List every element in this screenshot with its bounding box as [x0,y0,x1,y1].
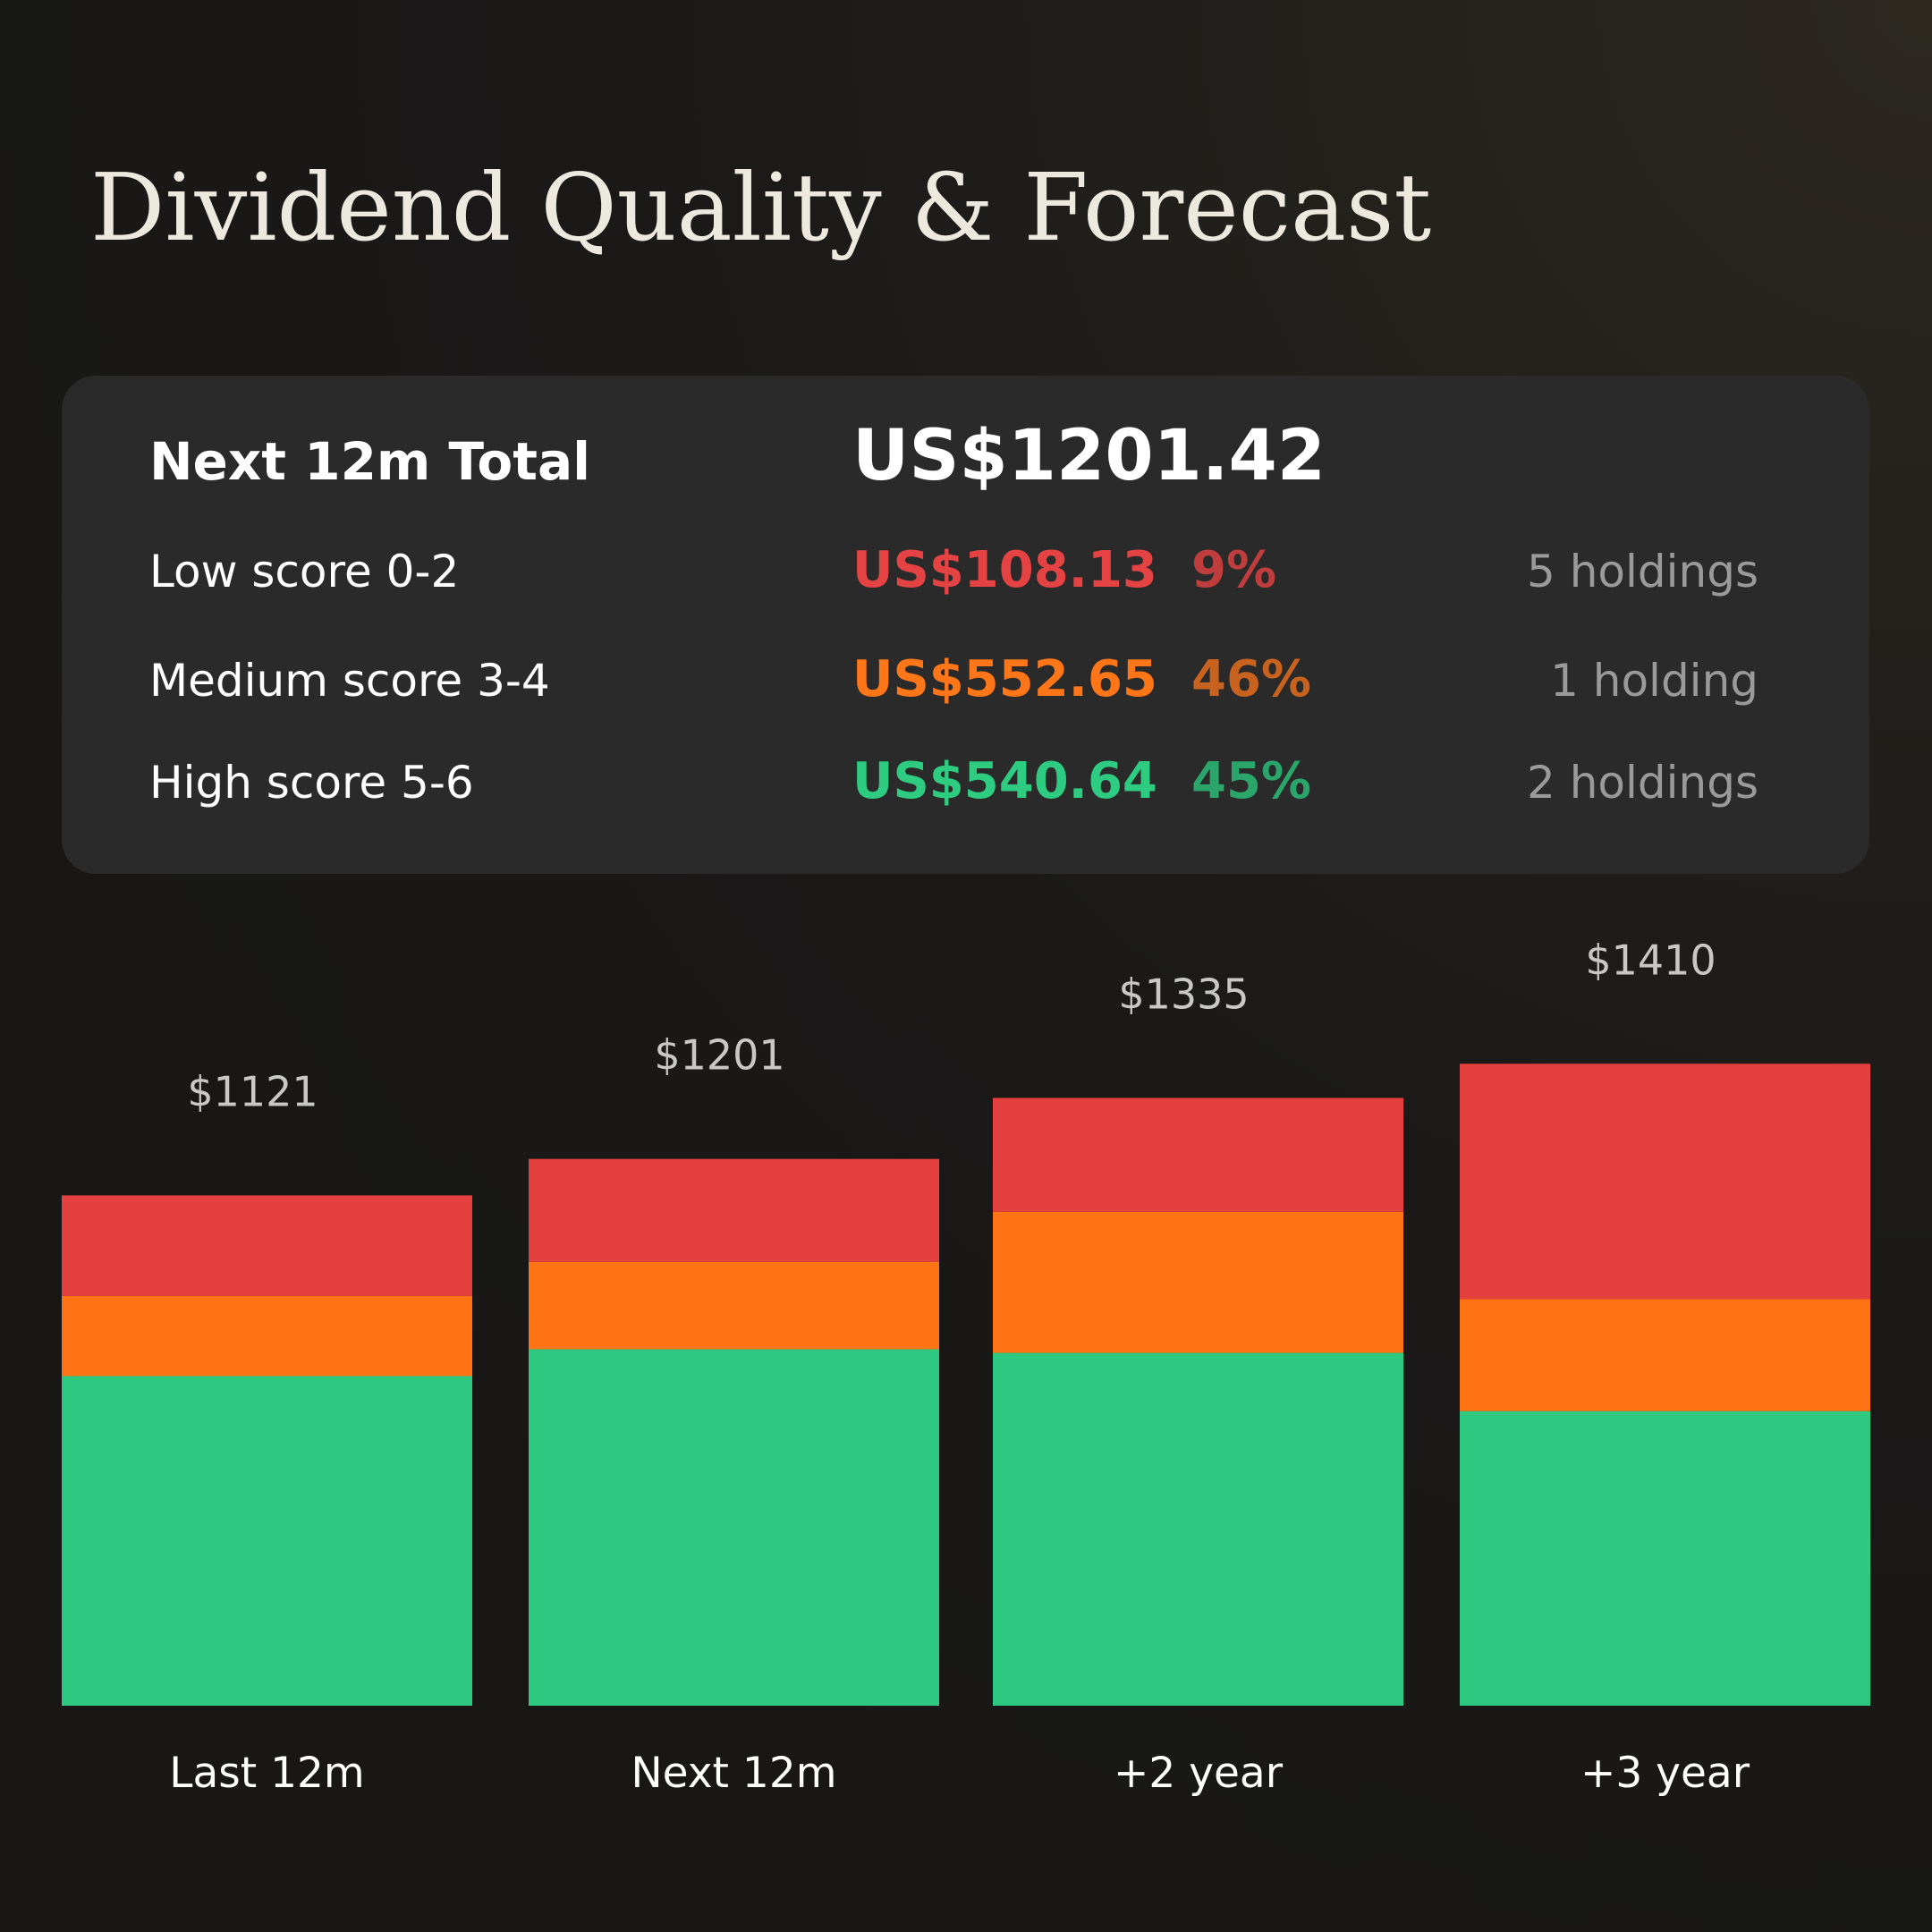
bar-segment [1460,1063,1870,1300]
bar-segment [993,1352,1403,1706]
bar-total-label: $1201 [654,1031,784,1080]
bar-segment [1460,1299,1870,1411]
bar-total-label: $1121 [187,1067,318,1115]
bar-segment [529,1261,939,1350]
row-label: Medium score 3-4 [149,655,550,707]
bar-segment [62,1195,472,1296]
bar-total-label: $1335 [1118,970,1249,1018]
row-amount: US$552.65 [852,650,1157,708]
bar-segment [62,1376,472,1706]
x-tick-label: +2 year [1114,1749,1284,1798]
row-amount: US$108.13 [852,541,1157,599]
summary-total: US$1201.42 [852,416,1326,496]
summary-title: Next 12m Total [149,431,590,492]
bar-segment [62,1295,472,1377]
summary-card [62,376,1869,874]
row-percent: 9% [1191,541,1276,599]
x-tick-label: Last 12m [169,1749,364,1798]
x-tick-label: Next 12m [631,1749,836,1798]
row-holdings: 5 holdings [1527,546,1758,597]
row-holdings: 2 holdings [1527,757,1758,809]
row-percent: 46% [1191,650,1311,708]
bar-total-label: $1410 [1585,936,1716,984]
page-title: Dividend Quality & Forecast [90,153,1431,262]
row-percent: 45% [1191,752,1311,810]
row-holdings: 1 holding [1550,655,1758,707]
bar-segment [993,1211,1403,1353]
bar-segment [529,1349,939,1706]
bar-segment [1460,1411,1870,1706]
x-tick-label: +3 year [1580,1749,1750,1798]
bar-segment [993,1097,1403,1212]
row-amount: US$540.64 [852,752,1157,810]
row-label: Low score 0-2 [149,546,459,597]
bar-segment [529,1158,939,1262]
row-label: High score 5-6 [149,757,474,809]
